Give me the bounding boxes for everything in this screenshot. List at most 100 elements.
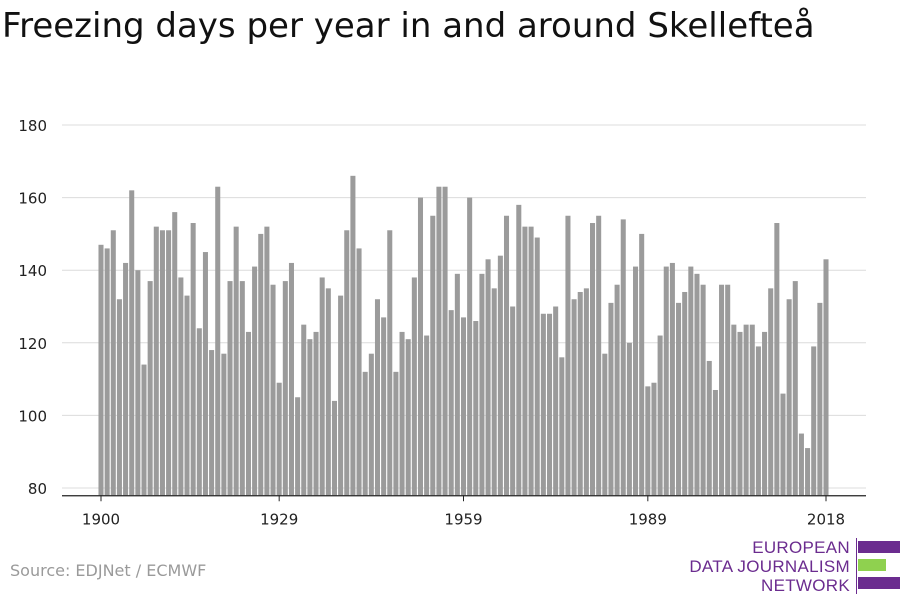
bar — [196, 328, 202, 496]
bar — [639, 233, 645, 496]
bar — [774, 223, 780, 496]
bar — [817, 302, 823, 496]
bar — [743, 324, 749, 496]
bar — [491, 288, 497, 496]
bar — [700, 284, 706, 496]
bar — [497, 255, 503, 496]
y-tick-label: 120 — [18, 335, 47, 353]
bar — [737, 331, 743, 496]
bar — [368, 353, 374, 496]
bar — [583, 288, 589, 496]
bar — [129, 190, 135, 496]
bar — [454, 273, 460, 496]
bar — [381, 317, 387, 496]
bar — [823, 259, 829, 496]
bar — [233, 226, 239, 496]
bar — [123, 262, 129, 496]
logo-line-2: DATA JOURNALISM — [689, 557, 850, 576]
bar — [313, 331, 319, 496]
bar — [110, 230, 116, 496]
logo-bar-middle — [858, 559, 886, 571]
bar — [417, 197, 424, 496]
y-tick-label: 140 — [18, 262, 47, 280]
bar — [676, 302, 682, 496]
bar — [559, 357, 565, 496]
bar — [608, 302, 614, 496]
bar — [245, 331, 251, 496]
bar — [264, 226, 270, 496]
bar — [374, 299, 381, 496]
bar — [731, 324, 737, 496]
bar — [239, 281, 245, 496]
bar — [442, 186, 448, 496]
bar — [460, 317, 467, 496]
bar — [571, 299, 577, 496]
logo-line-3: NETWORK — [761, 576, 850, 595]
bar — [227, 281, 233, 496]
bar — [135, 270, 141, 496]
x-tick-label: 1959 — [444, 510, 482, 528]
bar — [780, 393, 786, 496]
x-tick-label: 2018 — [807, 510, 845, 528]
bar — [221, 353, 227, 496]
bar — [467, 197, 473, 496]
bar — [749, 324, 755, 496]
bar — [319, 277, 325, 496]
bar — [755, 346, 761, 496]
bar — [762, 331, 768, 496]
bar — [503, 215, 510, 496]
bar — [473, 321, 479, 496]
bar — [602, 353, 608, 496]
y-tick-label: 160 — [18, 190, 47, 208]
bar — [633, 266, 639, 496]
y-tick-label: 180 — [18, 117, 47, 135]
bar — [116, 299, 122, 496]
bar — [792, 281, 798, 496]
bar — [362, 371, 368, 496]
bar — [307, 339, 313, 496]
edjnet-logo[interactable]: EUROPEAN DATA JOURNALISM NETWORK — [689, 538, 900, 595]
bar — [282, 281, 288, 496]
bar — [166, 230, 172, 496]
bar — [276, 382, 282, 496]
chart-title: Freezing days per year in and around Ske… — [2, 6, 815, 46]
bar — [694, 273, 700, 496]
logo-bar-bottom — [858, 577, 900, 589]
bar — [534, 237, 540, 496]
bar — [141, 364, 147, 496]
bar — [620, 219, 626, 496]
bar — [614, 284, 620, 496]
bars — [98, 175, 829, 496]
bar — [725, 284, 731, 496]
bar — [209, 350, 215, 496]
x-tick-label: 1900 — [82, 510, 120, 528]
bar — [553, 306, 559, 496]
bar — [430, 215, 436, 496]
bar — [104, 248, 110, 496]
bar — [479, 273, 485, 496]
bar — [344, 230, 350, 496]
bar — [405, 339, 411, 496]
bar — [338, 295, 344, 496]
bar — [510, 306, 516, 496]
bar — [651, 382, 657, 496]
bar — [448, 310, 454, 496]
bar — [712, 389, 718, 496]
bar — [215, 186, 221, 496]
bar — [172, 212, 178, 496]
bar — [411, 277, 417, 496]
bar — [301, 324, 307, 496]
bar — [331, 400, 337, 496]
bar — [669, 262, 675, 496]
bar — [596, 215, 602, 496]
bar — [393, 371, 399, 496]
bar — [565, 215, 571, 496]
bar — [645, 386, 651, 496]
bar — [590, 223, 596, 496]
logo-text: EUROPEAN DATA JOURNALISM NETWORK — [689, 538, 850, 595]
y-tick-label: 80 — [28, 480, 47, 498]
x-tick-label: 1989 — [629, 510, 667, 528]
bar — [387, 230, 393, 496]
bar — [688, 266, 694, 496]
bar — [626, 342, 632, 496]
